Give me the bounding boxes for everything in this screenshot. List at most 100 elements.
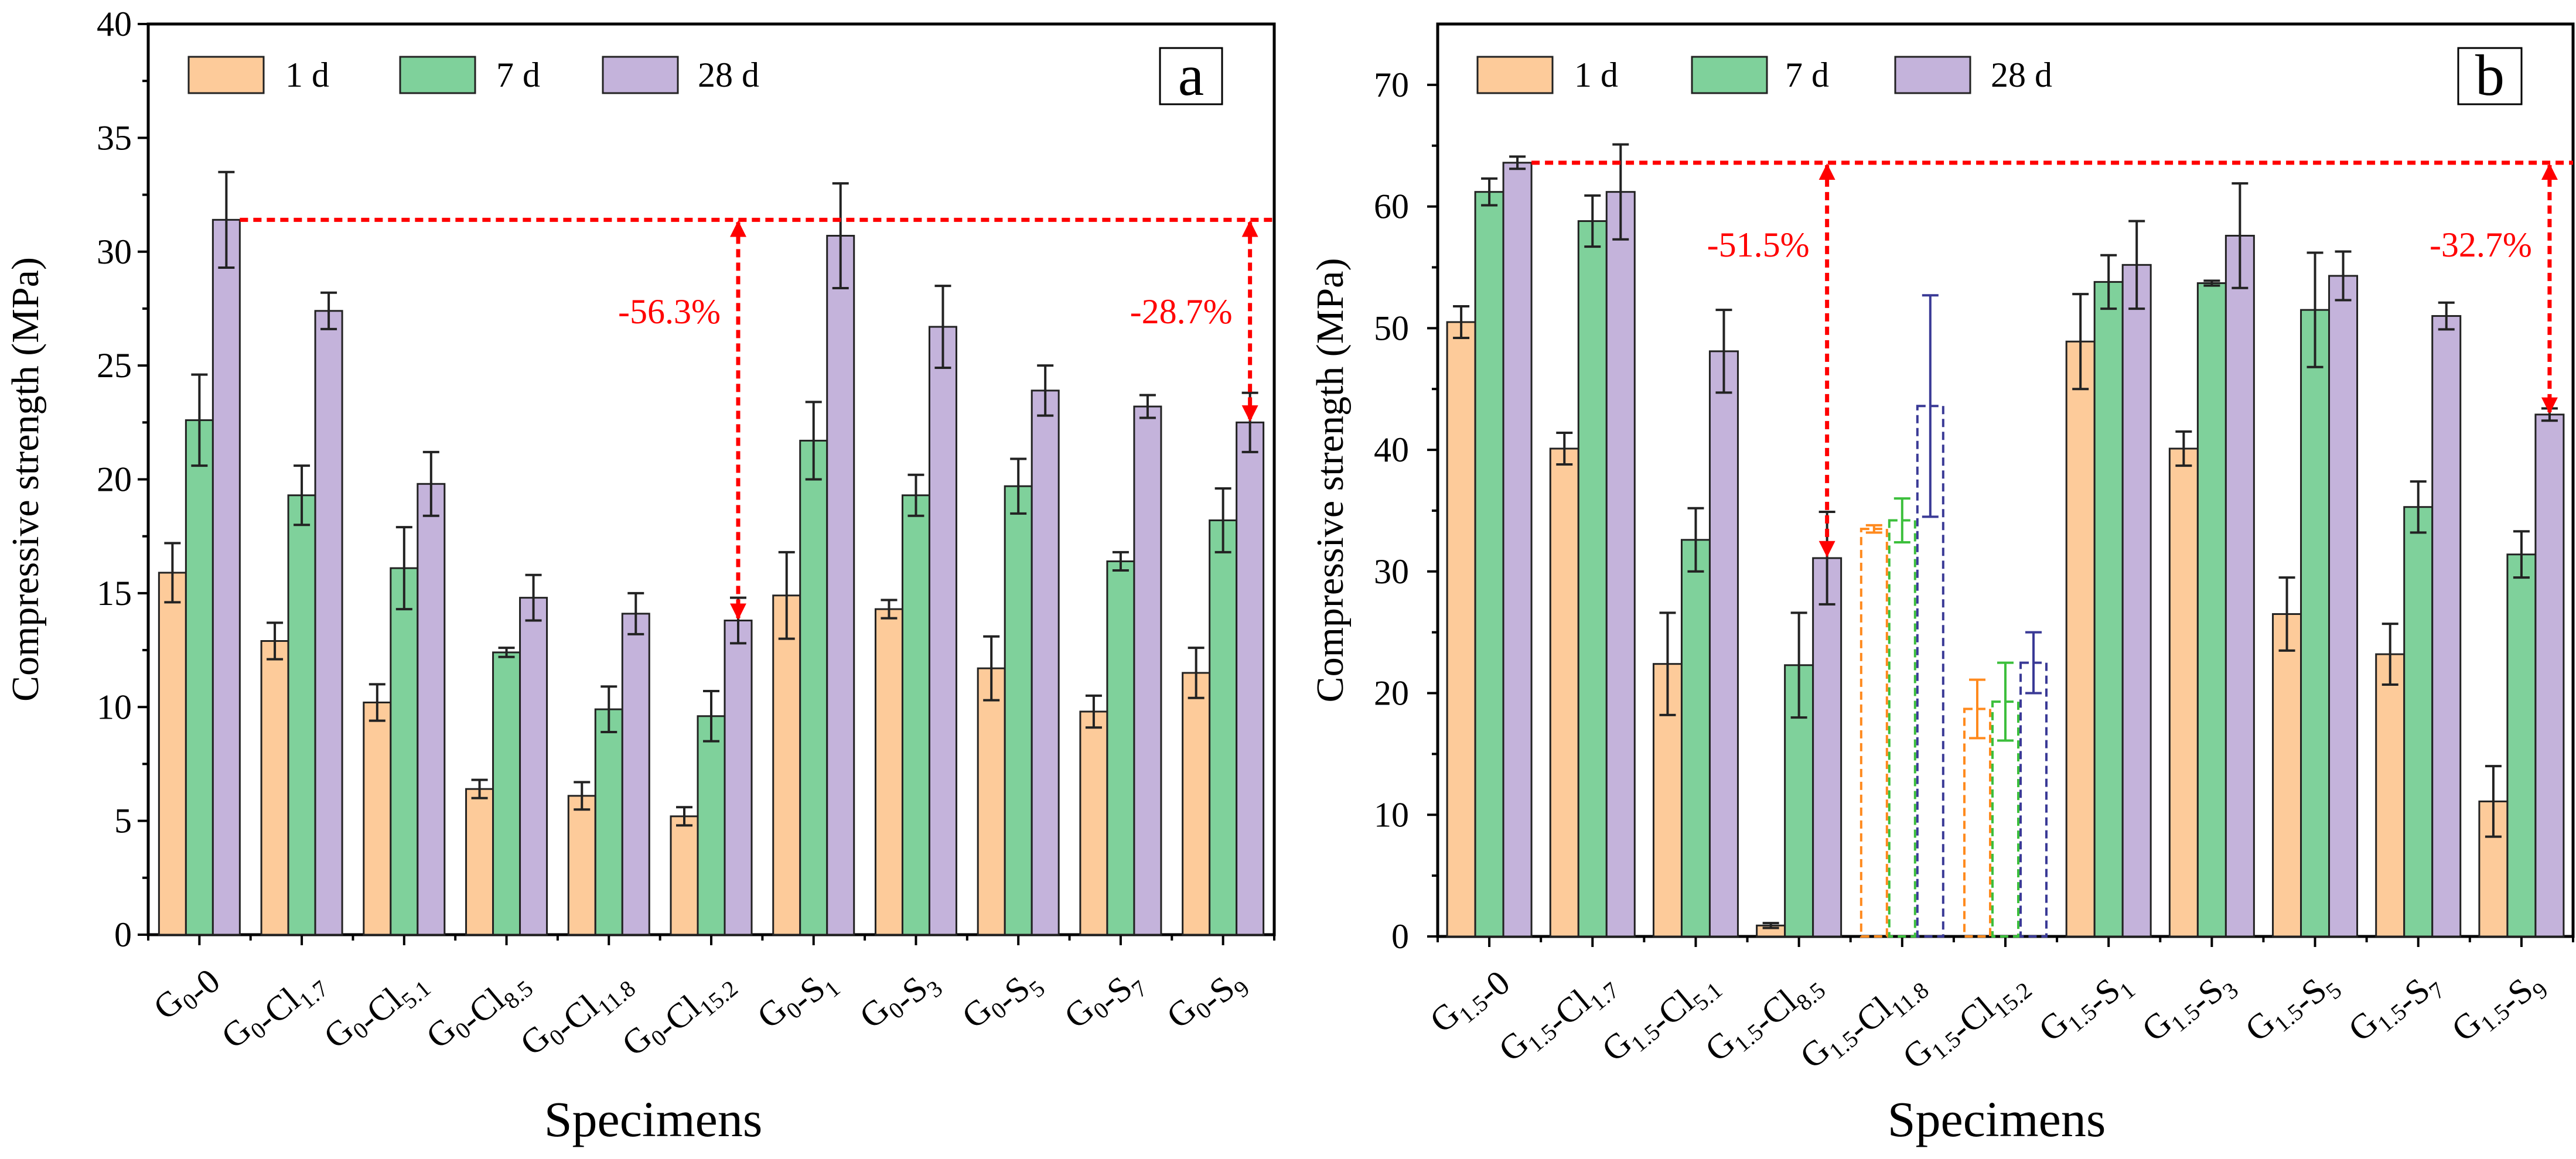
bar-7d xyxy=(1577,220,1608,938)
x-tick-label: G1.5-S7 xyxy=(2341,956,2450,1059)
bar-1d xyxy=(158,572,187,936)
y-axis-title: Compressive strength (MPa) xyxy=(1309,258,1352,703)
bar-28d xyxy=(1605,191,1636,938)
y-tick-label: 25 xyxy=(97,346,132,385)
bar-7d xyxy=(697,715,726,936)
x-tick-label: G0-S7 xyxy=(1057,955,1152,1047)
x-tick-label: G1.5-Cl1.7 xyxy=(1492,956,1624,1079)
y-tick-label: 0 xyxy=(114,915,132,954)
x-tick-label: G0-S3 xyxy=(852,955,948,1047)
panel-letter: b xyxy=(2475,43,2505,108)
legend-swatch-7d xyxy=(399,56,476,94)
bar-28d xyxy=(1812,557,1843,938)
reduction-label: -56.3% xyxy=(618,292,721,331)
bar-1d xyxy=(1079,710,1108,936)
panel-letter-box xyxy=(1159,47,1223,105)
bar-7d xyxy=(2300,309,2331,938)
y-tick-label: 5 xyxy=(114,802,132,840)
y-tick-label: 40 xyxy=(1374,430,1409,469)
legend-label-28d: 28 d xyxy=(698,56,759,94)
y-tick-label: 10 xyxy=(97,688,132,726)
chart-panel-a: 0510152025303540G0-0G0-Cl1.7G0-Cl5.1G0-C… xyxy=(4,5,1276,1147)
bar-7d xyxy=(2093,281,2124,938)
bar-7d xyxy=(594,708,623,936)
x-tick-label: G0-S9 xyxy=(1159,955,1255,1047)
x-tick-label: G0-S5 xyxy=(954,955,1050,1047)
bar-1d xyxy=(465,788,494,936)
x-tick-label: G1.5-S9 xyxy=(2444,956,2553,1059)
y-tick-label: 60 xyxy=(1374,187,1409,226)
bar-1d xyxy=(2375,653,2406,938)
bar-28d xyxy=(1502,162,1533,938)
bar-28d xyxy=(2328,275,2359,938)
bar-7d xyxy=(1106,560,1135,936)
x-tick-label: G0-S1 xyxy=(750,955,845,1047)
legend-label-28d: 28 d xyxy=(1991,56,2052,94)
bar-1d xyxy=(2168,447,2199,938)
bar-7d xyxy=(2403,506,2434,938)
bar-28d xyxy=(1031,389,1060,936)
bar-7d xyxy=(901,494,930,936)
bar-28d xyxy=(314,310,343,936)
legend-swatch-28d xyxy=(1894,56,1971,94)
x-tick-label: G1.5-S5 xyxy=(2238,956,2347,1059)
y-tick-label: 0 xyxy=(1391,917,1409,956)
bar-1d xyxy=(363,701,392,936)
bar-7d xyxy=(185,419,214,936)
bar-1d xyxy=(2065,340,2096,938)
y-tick-label: 40 xyxy=(97,5,132,43)
bar-1d-dashed xyxy=(1860,528,1888,938)
reduction-label: -51.5% xyxy=(1707,225,1810,264)
y-tick-label: 10 xyxy=(1374,795,1409,834)
bar-28d xyxy=(417,483,446,936)
y-tick-label: 50 xyxy=(1374,309,1409,347)
x-tick-label: G0-Cl15.2 xyxy=(615,955,743,1074)
legend-swatch-7d xyxy=(1691,56,1768,94)
bar-1d xyxy=(874,608,903,936)
bar-7d xyxy=(390,567,419,936)
reduction-label: -32.7% xyxy=(2430,225,2532,264)
bar-1d xyxy=(1182,672,1211,936)
bar-7d xyxy=(287,494,316,936)
x-tick-label: G1.5-Cl5.1 xyxy=(1595,956,1727,1079)
bar-1d xyxy=(772,594,801,936)
bar-7d xyxy=(1474,191,1504,938)
panel-letter: a xyxy=(1178,43,1204,108)
bar-7d xyxy=(2196,282,2227,938)
y-tick-label: 30 xyxy=(97,233,132,271)
x-axis-title: Specimens xyxy=(1888,1091,2106,1147)
legend-swatch-28d xyxy=(602,56,679,94)
legend-label-7d: 7 d xyxy=(1785,56,1829,94)
y-tick-label: 30 xyxy=(1374,552,1409,591)
x-tick-label: G0-Cl5.1 xyxy=(316,955,435,1066)
y-axis-title: Compressive strength (MPa) xyxy=(4,257,47,702)
bar-1d xyxy=(2272,613,2302,938)
chart-panel-b: 010203040506070G1.5-0G1.5-Cl1.7G1.5-Cl5.… xyxy=(1309,22,2575,1147)
y-tick-label: 35 xyxy=(97,118,132,157)
bar-28d xyxy=(1708,350,1739,938)
legend-swatch-1d xyxy=(187,56,265,94)
bar-28d xyxy=(928,326,957,936)
bar-28d xyxy=(621,613,650,936)
bar-7d xyxy=(1680,539,1711,938)
bar-7d xyxy=(2506,553,2537,938)
bar-1d xyxy=(670,815,699,936)
x-tick-label: G0-Cl8.5 xyxy=(419,955,538,1066)
bar-28d xyxy=(519,597,548,936)
reduction-label: -28.7% xyxy=(1130,292,1233,331)
legend-swatch-1d xyxy=(1476,56,1554,94)
bar-1d xyxy=(260,640,289,936)
x-tick-label: G1.5-S1 xyxy=(2031,956,2140,1059)
bar-1d xyxy=(567,795,596,936)
bar-1d-dashed xyxy=(1963,707,1991,938)
panel-letter-box xyxy=(2457,47,2523,105)
bar-28d xyxy=(2121,264,2152,938)
bar-28d xyxy=(1133,405,1162,936)
legend-label-7d: 7 d xyxy=(496,56,540,94)
bar-28d xyxy=(2224,234,2255,938)
x-axis-title: Specimens xyxy=(544,1091,763,1147)
bar-1d xyxy=(1446,321,1476,938)
x-tick-label: G0-0 xyxy=(146,955,227,1033)
bar-7d xyxy=(1004,485,1033,936)
legend-label-1d: 1 d xyxy=(285,56,329,94)
